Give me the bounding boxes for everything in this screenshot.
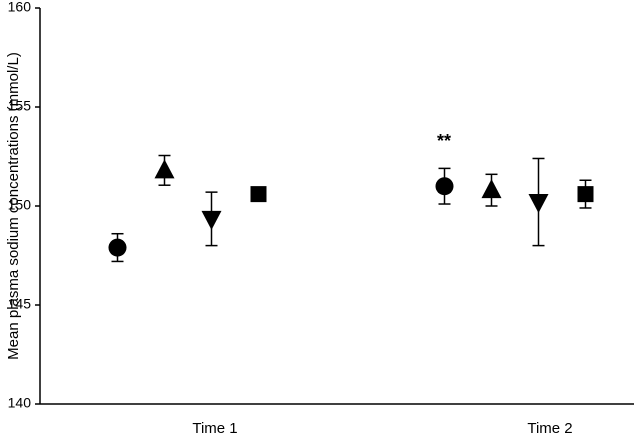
marker: [154, 159, 175, 179]
x-tick-label: Time 2: [527, 420, 572, 437]
marker: [528, 194, 549, 214]
marker: [435, 177, 454, 196]
y-tick-label: 140: [8, 395, 32, 411]
y-tick-label: 160: [8, 0, 32, 15]
marker: [201, 210, 222, 230]
x-tick-label: Time 1: [192, 420, 237, 437]
marker: [481, 179, 502, 199]
y-tick-label: 155: [8, 98, 32, 114]
y-tick-label: 145: [8, 296, 32, 312]
annotation: **: [437, 131, 451, 151]
y-axis-label: Mean plasma sodium concentrations (mmol/…: [5, 52, 22, 360]
marker: [577, 186, 594, 203]
marker: [108, 238, 127, 257]
y-tick-label: 150: [8, 197, 32, 213]
marker: [250, 186, 267, 203]
